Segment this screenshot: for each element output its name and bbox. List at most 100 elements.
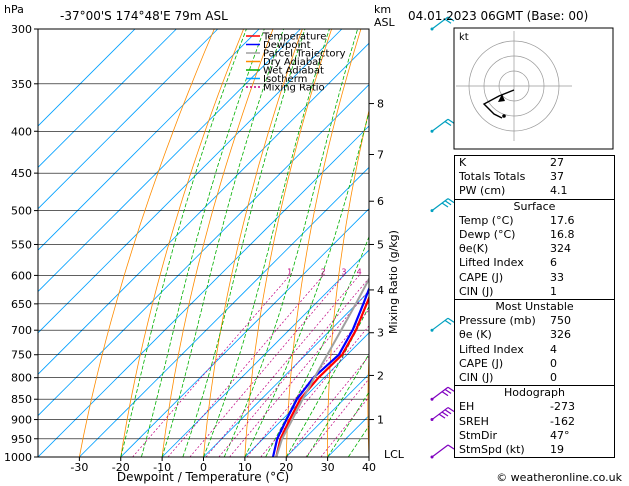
location-title: -37°00'S 174°48'E 79m ASL (60, 9, 228, 23)
most-unstable-row: θe (K) 326 (455, 328, 614, 342)
legend-label: Dry Adiabat (263, 57, 322, 68)
km-tick-label: 2 (377, 369, 384, 382)
legend-label: Parcel Trajectory (263, 49, 346, 60)
hodograph-index-row: EH -273 (455, 400, 614, 414)
hodograph-unit: kt (459, 32, 469, 43)
most-unstable-key: CAPE (J) (459, 356, 504, 370)
km-tick-label: 4 (377, 284, 384, 297)
skewt-lines: 1 2 3 4 5 6 8 10 15 20 25 (38, 29, 440, 457)
wind-barbs (430, 16, 455, 459)
pressure-ticks: 300 350 400 450 500 550 600 650 700 750 800 850 900 9… (4, 23, 38, 464)
surface-row: θe(K) 324 (455, 242, 614, 256)
isotherm (203, 290, 369, 457)
basic-index-value: 37 (550, 170, 564, 184)
wind-barb (430, 198, 455, 213)
isotherm (120, 208, 369, 457)
pressure-tick-label: 850 (11, 393, 32, 406)
mixing-ratio-label: 6 (379, 267, 384, 276)
hodograph-index-value: 19 (550, 443, 564, 457)
mixing-ratio-label: 1 (287, 267, 292, 276)
temperature-tick-label: 10 (238, 461, 252, 474)
pressure-tick-label: 950 (11, 433, 32, 446)
mixing-ratio-line (286, 355, 369, 457)
hodograph-dot (502, 114, 506, 118)
legend-label: Wet Adiabat (263, 66, 324, 77)
isotherm (38, 29, 136, 127)
pressure-tick-label: 550 (11, 238, 32, 251)
dry-adiabat (79, 29, 215, 457)
hodograph-title: Hodograph (504, 386, 565, 400)
most-unstable-value: 326 (550, 328, 571, 342)
mixing-ratio-line (218, 277, 369, 457)
temperature-tick-label: -30 (70, 461, 88, 474)
most-unstable-row: CIN (J) 0 (455, 371, 614, 385)
mixing-ratio-line (246, 309, 369, 457)
isotherm (161, 249, 369, 457)
pressure-tick-label: 800 (11, 372, 32, 385)
wet-adiabat (182, 29, 306, 457)
wind-barb (430, 407, 455, 422)
mixing-ratio-line (167, 275, 324, 457)
isotherm (38, 29, 301, 293)
series-parcel-trajectory (275, 277, 369, 457)
isotherm (38, 42, 369, 375)
hodograph-index-row: StmSpd (kt) 19 (455, 443, 614, 457)
most-unstable-key: CIN (J) (459, 371, 494, 385)
wet-adiabat (120, 29, 247, 457)
wet-adiabat (203, 29, 330, 457)
km-tick-label: 3 (377, 327, 384, 340)
surface-row: Dewp (°C) 16.8 (455, 228, 614, 242)
mixing-ratio-label: 15 (430, 267, 440, 276)
most-unstable-title: Most Unstable (495, 300, 574, 314)
hodograph-index-key: StmSpd (kt) (459, 443, 525, 457)
mixing-ratio-label: 5 (369, 267, 374, 276)
temperature-tick-label: 20 (279, 461, 293, 474)
isotherm (38, 29, 177, 168)
surface-row: Temp (°C) 17.6 (455, 214, 614, 228)
mixing-ratio-label: 2 (321, 267, 326, 276)
mixing-ratio-axis-label: Mixing Ratio (g/kg) (387, 230, 400, 334)
surface-row: CIN (J) 1 (455, 285, 614, 299)
dry-adiabat (244, 29, 332, 457)
mixing-ratio-line (189, 275, 345, 457)
indices-table: K 27 Totals Totals 37 PW (cm) 4.1 Surface Temp… (454, 155, 615, 459)
surface-key: θe(K) (459, 242, 489, 256)
temperature-tick-label: 0 (200, 461, 207, 474)
dry-adiabat (367, 344, 369, 457)
wind-barb (430, 386, 455, 401)
hodograph-index-key: EH (459, 400, 475, 414)
pressure-tick-label: 700 (11, 324, 32, 337)
isotherm (38, 29, 260, 251)
most-unstable-row: Lifted Index 4 (455, 343, 614, 357)
most-unstable-value: 4 (550, 342, 557, 356)
surface-value: 17.6 (550, 213, 575, 227)
surface-key: Lifted Index (459, 256, 524, 270)
temperature-ticks: -30 -20 -10 0 10 20 30 40 (70, 457, 376, 474)
pressure-tick-label: 500 (11, 205, 32, 218)
isotherm (38, 84, 369, 417)
wet-adiabat (161, 29, 284, 457)
temperature-tick-label: 30 (321, 461, 335, 474)
mixing-ratio-label: 4 (357, 267, 362, 276)
wet-adiabat (223, 29, 358, 457)
mixing-ratio-label: 3 (341, 267, 346, 276)
surface-key: Dewp (°C) (459, 228, 516, 242)
surface-key: CAPE (J) (459, 270, 504, 284)
pressure-tick-label: 350 (11, 78, 32, 91)
isotherm (38, 29, 219, 210)
basic-index-value: 4.1 (550, 184, 568, 198)
isotherm (285, 373, 369, 457)
mixing-ratio-line (132, 275, 290, 457)
basic-index-value: 27 (550, 156, 564, 169)
basic-index-key: Totals Totals (459, 170, 526, 184)
dry-adiabat (120, 29, 244, 457)
asl-label: ASL (374, 16, 396, 29)
hodograph-trace (482, 89, 515, 119)
series-dewpoint (271, 286, 369, 457)
isotherm (38, 29, 343, 334)
pressure-tick-label: 650 (11, 298, 32, 311)
pressure-tick-label: 300 (11, 23, 32, 36)
isotherm (38, 125, 369, 457)
km-tick-label: 6 (377, 195, 384, 208)
